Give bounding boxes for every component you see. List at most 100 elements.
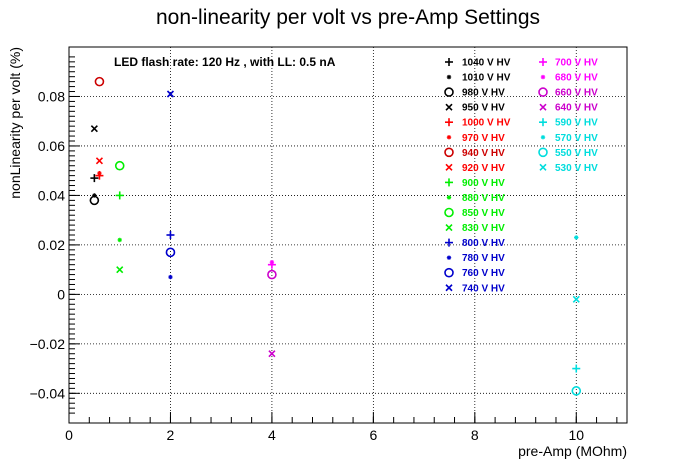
- data-point: [90, 125, 98, 133]
- y-tick-labels: −0.04 −0.02 0 0.02 0.04 0.06 0.08: [30, 88, 66, 401]
- y-tick-label: −0.02: [30, 336, 66, 352]
- legend-item: 550 V HV: [538, 147, 598, 159]
- legend-label: 660 V HV: [555, 88, 598, 99]
- x-tick-label: 6: [369, 427, 377, 443]
- legend: 1040 V HV 1010 V HV 980 V HV 950 V HV 1000 V…: [444, 58, 598, 294]
- legend-marker: [446, 135, 452, 140]
- legend-item: 680 V HV: [540, 73, 598, 84]
- legend-item: 700 V HV: [539, 58, 598, 69]
- legend-label: 980 V HV: [462, 88, 505, 99]
- x-tick-label: 0: [65, 427, 73, 443]
- x-axis-label: pre-Amp (MOhm): [518, 443, 627, 459]
- legend-label: 850 V HV: [462, 208, 505, 219]
- data-point: [166, 90, 175, 98]
- data-point: [115, 191, 124, 200]
- legend-item: 900 V HV: [445, 178, 505, 189]
- data-point: [165, 247, 176, 258]
- legend-marker: [445, 163, 453, 171]
- data-point: [117, 237, 122, 243]
- legend-item: 1010 V HV: [446, 73, 511, 84]
- legend-marker: [444, 207, 454, 218]
- legend-label: 740 V HV: [462, 283, 505, 294]
- legend-item: 980 V HV: [444, 87, 505, 99]
- legend-marker: [445, 118, 453, 127]
- legend-marker: [446, 255, 452, 260]
- y-tick-label: −0.04: [30, 385, 66, 401]
- legend-item: 970 V HV: [446, 133, 505, 144]
- data-point: [571, 386, 582, 396]
- legend-marker: [445, 284, 453, 292]
- legend-marker: [445, 178, 453, 187]
- y-tick-label: 0.08: [38, 88, 65, 104]
- legend-marker: [445, 238, 453, 247]
- legend-item: 760 V HV: [444, 267, 505, 279]
- legend-label: 880 V HV: [462, 193, 505, 204]
- data-point: [95, 157, 104, 165]
- legend-item: 880 V HV: [446, 193, 505, 204]
- legend-marker: [445, 223, 453, 232]
- legend-marker: [445, 58, 453, 66]
- legend-item: 830 V HV: [445, 223, 505, 234]
- chart-annotation: LED flash rate: 120 Hz , with LL: 0.5 nA: [114, 55, 336, 69]
- y-axis-label: nonLinearity per volt (%): [7, 47, 23, 199]
- legend-label: 970 V HV: [462, 133, 505, 144]
- x-tick-labels: 0 2 4 6 8 10: [65, 427, 584, 443]
- data-point: [267, 269, 277, 280]
- legend-label: 780 V HV: [462, 253, 505, 264]
- legend-marker: [539, 163, 547, 171]
- data-point: [168, 274, 173, 280]
- legend-label: 800 V HV: [462, 238, 505, 249]
- legend-marker: [446, 195, 452, 200]
- legend-marker: [539, 118, 547, 127]
- legend-item: 660 V HV: [538, 87, 598, 99]
- data-point: [269, 260, 275, 265]
- legend-item: 920 V HV: [445, 163, 505, 174]
- data-point: [166, 231, 175, 239]
- data-point: [90, 174, 99, 183]
- data-point: [268, 350, 276, 358]
- legend-item: 1040 V HV: [445, 58, 511, 69]
- x-tick-label: 2: [167, 427, 175, 443]
- legend-item: 950 V HV: [445, 103, 505, 114]
- legend-label: 1000 V HV: [462, 118, 511, 129]
- legend-label: 530 V HV: [555, 163, 598, 174]
- legend-item: 570 V HV: [540, 133, 598, 144]
- legend-marker: [539, 58, 547, 66]
- legend-label: 1040 V HV: [462, 58, 511, 69]
- legend-item: 590 V HV: [539, 118, 598, 129]
- data-point: [114, 160, 125, 171]
- legend-marker: [445, 103, 453, 111]
- legend-item: 850 V HV: [444, 207, 505, 219]
- data-point: [94, 76, 105, 87]
- legend-marker: [540, 135, 546, 140]
- legend-item: 530 V HV: [539, 163, 598, 174]
- x-tick-label: 8: [471, 427, 479, 443]
- axis-ticks: [68, 56, 618, 423]
- legend-item: 940 V HV: [444, 147, 505, 159]
- legend-marker: [444, 267, 454, 278]
- legend-marker: [538, 87, 548, 97]
- legend-label: 900 V HV: [462, 178, 505, 189]
- legend-label: 760 V HV: [462, 268, 505, 279]
- data-point: [116, 266, 124, 274]
- y-tick-label: 0.06: [38, 138, 65, 154]
- legend-label: 950 V HV: [462, 103, 505, 114]
- legend-label: 1010 V HV: [462, 73, 511, 84]
- legend-marker: [444, 147, 454, 158]
- legend-marker: [539, 103, 547, 111]
- legend-label: 700 V HV: [555, 58, 598, 69]
- legend-item: 1000 V HV: [445, 118, 511, 129]
- legend-marker: [540, 74, 546, 80]
- legend-label: 920 V HV: [462, 163, 505, 174]
- data-point: [97, 170, 102, 176]
- legend-label: 640 V HV: [555, 103, 598, 114]
- y-tick-label: 0.04: [38, 187, 65, 203]
- legend-label: 680 V HV: [555, 73, 598, 84]
- legend-item: 800 V HV: [445, 238, 505, 249]
- legend-item: 780 V HV: [446, 253, 505, 264]
- x-tick-label: 10: [568, 427, 584, 443]
- grid-lines: [69, 47, 627, 423]
- legend-label: 940 V HV: [462, 148, 505, 159]
- legend-marker: [446, 74, 452, 80]
- data-point: [574, 235, 579, 240]
